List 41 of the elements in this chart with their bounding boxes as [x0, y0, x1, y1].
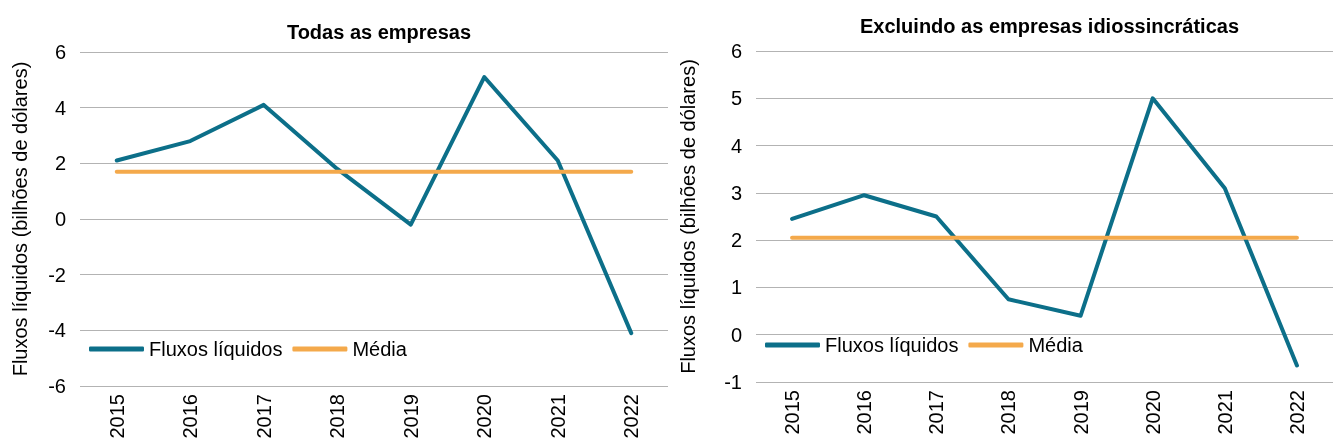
- y-axis-title: Fluxos líquidos (bilhões de dólares): [9, 61, 31, 377]
- y-tick-label: 0: [54, 208, 66, 230]
- legend-label: Fluxos líquidos: [825, 334, 959, 356]
- chart-title: Excluindo as empresas idiossincráticas: [859, 15, 1240, 37]
- y-tick-label: 0: [730, 323, 742, 346]
- x-tick-label: 2017: [252, 394, 275, 439]
- y-tick-label: 1: [730, 276, 742, 299]
- x-tick-label: 2015: [781, 390, 804, 435]
- y-tick-label: 6: [54, 41, 66, 63]
- y-tick-label: 2: [54, 152, 66, 175]
- legend-label: Fluxos líquidos: [149, 338, 283, 360]
- y-tick-label: -1: [724, 371, 742, 393]
- y-tick-label: 4: [730, 134, 742, 157]
- x-tick-label: 2015: [105, 394, 128, 439]
- chart-title: Todas as empresas: [286, 21, 472, 43]
- line-series: [790, 96, 1299, 368]
- y-tick-label: -4: [48, 319, 66, 342]
- y-tick-label: 6: [730, 40, 742, 62]
- x-tick-label: 2022: [1285, 390, 1308, 435]
- x-tick-label: 2022: [620, 394, 643, 439]
- y-tick-label: 4: [54, 96, 66, 119]
- y-tick-label: -6: [48, 375, 66, 397]
- legend-label: Média: [352, 338, 408, 360]
- x-tick-label: 2021: [1213, 390, 1236, 435]
- y-tick-label: 2: [730, 229, 742, 252]
- x-tick-label: 2020: [473, 394, 496, 439]
- x-tick-label: 2017: [925, 390, 948, 435]
- y-axis-title: Fluxos líquidos (bilhões de dólares): [677, 59, 699, 374]
- x-tick-label: 2020: [1141, 390, 1164, 435]
- x-tick-label: 2018: [997, 390, 1020, 435]
- x-tick-label: 2019: [399, 394, 422, 439]
- legend-label: Média: [1028, 334, 1084, 356]
- x-tick-label: 2021: [546, 394, 569, 439]
- y-tick-label: 3: [730, 181, 742, 204]
- x-tick-label: 2019: [1069, 390, 1092, 435]
- y-tick-label: 5: [730, 87, 742, 110]
- x-tick-label: 2016: [853, 390, 876, 435]
- line-series: [114, 75, 634, 336]
- x-tick-label: 2016: [179, 394, 202, 439]
- x-tick-label: 2018: [326, 394, 349, 439]
- y-tick-label: -2: [48, 263, 66, 286]
